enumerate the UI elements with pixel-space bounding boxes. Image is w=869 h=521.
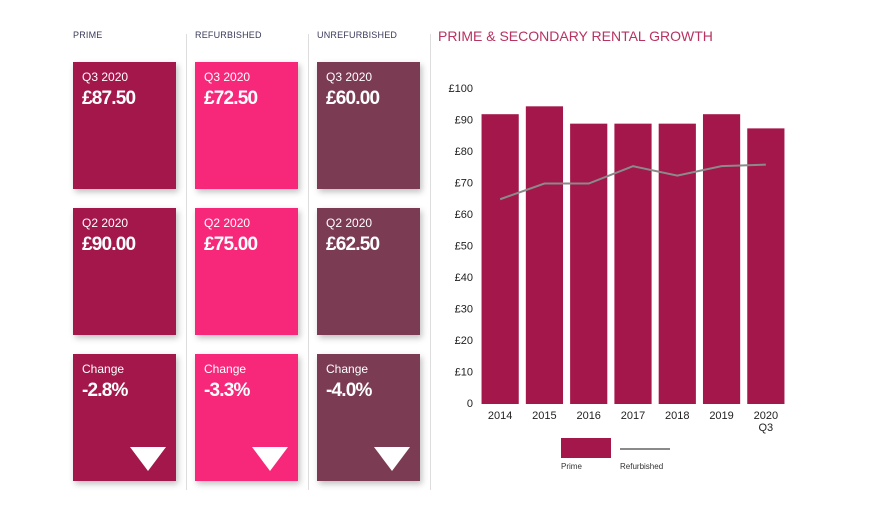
x-tick-label: 2020 Q3 (753, 410, 779, 434)
y-tick-label: £10 (455, 366, 473, 378)
arrow-shape (130, 447, 166, 471)
bar (702, 114, 741, 404)
divider (186, 34, 187, 490)
x-tick-label: 2015 (532, 410, 557, 422)
bar (525, 106, 564, 404)
card-value: -3.3% (204, 380, 250, 401)
card-value: £62.50 (326, 234, 380, 255)
card-label: Change (204, 362, 247, 376)
down-arrow (374, 447, 410, 471)
legend-swatch (561, 438, 611, 458)
x-tick-label: 2019 (709, 410, 734, 422)
divider (430, 34, 431, 490)
card-label: Q2 2020 (204, 216, 251, 230)
y-tick-label: 0 (467, 398, 473, 410)
card-value: £60.00 (326, 88, 380, 109)
bar (570, 123, 608, 405)
x-tick-label: 2018 (665, 410, 690, 422)
down-arrow (130, 447, 166, 471)
y-tick-label: £40 (455, 272, 473, 284)
x-tick-label: 2014 (487, 410, 513, 422)
stat-card: Q3 2020 £87.50 (73, 62, 176, 189)
y-tick-label: £60 (455, 209, 473, 221)
divider (308, 34, 309, 490)
column-header: PRIME (73, 30, 103, 40)
arrow-shape (374, 447, 410, 471)
card-label: Q2 2020 (326, 216, 373, 230)
down-arrow (252, 447, 288, 471)
legend-label: Prime (561, 462, 582, 471)
column-header: UNREFURBISHED (317, 30, 398, 40)
stat-card: Change -4.0% (317, 354, 420, 481)
card-value: -2.8% (82, 380, 128, 401)
card-label: Q3 2020 (204, 70, 251, 84)
stat-card: Change -3.3% (195, 354, 298, 481)
x-tick-label: 2016 (576, 410, 601, 422)
y-tick-label: £90 (455, 114, 473, 126)
stat-card: Q2 2020 £75.00 (195, 208, 298, 335)
stat-card: Change -2.8% (73, 354, 176, 481)
card-value: £72.50 (204, 88, 258, 109)
y-tick-label: £50 (455, 240, 473, 252)
bar (481, 114, 519, 404)
column-header: REFURBISHED (195, 30, 262, 40)
legend-label: Refurbished (620, 462, 664, 471)
card-label: Change (82, 362, 125, 376)
y-tick-label: £70 (455, 177, 473, 189)
stat-card: Q2 2020 £62.50 (317, 208, 420, 335)
card-value: £90.00 (82, 234, 136, 255)
bar (658, 123, 696, 405)
card-value: £75.00 (204, 234, 258, 255)
stat-card: Q2 2020 £90.00 (73, 208, 176, 335)
arrow-shape (252, 447, 288, 471)
card-label: Q2 2020 (82, 216, 129, 230)
stat-card: Q3 2020 £60.00 (317, 62, 420, 189)
y-tick-label: £80 (455, 146, 473, 158)
x-tick-label: 2017 (620, 410, 646, 422)
card-value: -4.0% (326, 380, 372, 401)
card-label: Change (326, 362, 369, 376)
line (499, 163, 766, 201)
stat-card: Q3 2020 £72.50 (195, 62, 298, 189)
y-tick-label: £20 (455, 335, 473, 347)
bar (747, 128, 785, 404)
card-value: £87.50 (82, 88, 136, 109)
y-tick-label: £30 (455, 303, 473, 315)
card-label: Q3 2020 (82, 70, 129, 84)
chart-title: PRIME & SECONDARY RENTAL GROWTH (438, 28, 713, 44)
y-tick-label: £100 (449, 83, 473, 95)
card-label: Q3 2020 (326, 70, 373, 84)
